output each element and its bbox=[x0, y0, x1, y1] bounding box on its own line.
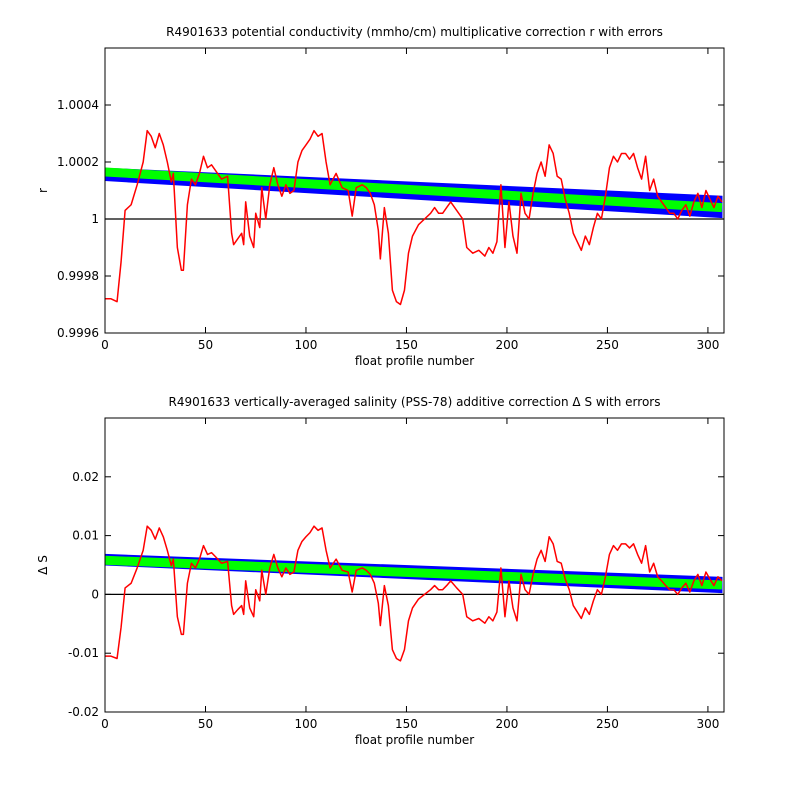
fit-line bbox=[105, 555, 723, 590]
y-tick-label: 0 bbox=[91, 587, 99, 601]
y-axis-label: Δ S bbox=[36, 555, 50, 575]
y-tick-label: 1.0002 bbox=[57, 155, 99, 169]
x-axis-label: float profile number bbox=[355, 733, 474, 747]
fit-line bbox=[105, 167, 723, 213]
x-tick-label: 250 bbox=[596, 338, 619, 352]
data-line bbox=[105, 525, 723, 662]
y-axis-label: r bbox=[36, 188, 50, 193]
y-tick-label: -0.02 bbox=[68, 705, 99, 719]
x-axis-label: float profile number bbox=[355, 354, 474, 368]
plot-area bbox=[105, 129, 724, 306]
chart-title: R4901633 potential conductivity (mmho/cm… bbox=[166, 25, 663, 39]
x-tick-label: 100 bbox=[295, 338, 318, 352]
y-tick-label: 1.0004 bbox=[57, 98, 99, 112]
data-line bbox=[105, 129, 723, 306]
y-tick-label: -0.01 bbox=[68, 646, 99, 660]
x-tick-label: 100 bbox=[295, 717, 318, 731]
axes-border bbox=[104, 417, 725, 713]
x-tick-label: 0 bbox=[101, 338, 109, 352]
axes-border bbox=[104, 47, 725, 334]
x-tick-label: 300 bbox=[696, 338, 719, 352]
chart-title: R4901633 vertically-averaged salinity (P… bbox=[169, 395, 661, 409]
x-tick-label: 200 bbox=[495, 717, 518, 731]
x-tick-label: 250 bbox=[596, 717, 619, 731]
x-tick-label: 50 bbox=[198, 717, 213, 731]
x-tick-label: 50 bbox=[198, 338, 213, 352]
y-tick-label: 0.01 bbox=[72, 529, 99, 543]
y-tick-label: 0.9998 bbox=[57, 269, 99, 283]
x-tick-label: 150 bbox=[395, 338, 418, 352]
x-tick-label: 150 bbox=[395, 717, 418, 731]
x-tick-label: 0 bbox=[101, 717, 109, 731]
y-tick-label: 1 bbox=[91, 212, 99, 226]
plot-area bbox=[105, 525, 724, 662]
x-tick-label: 200 bbox=[495, 338, 518, 352]
y-tick-label: 0.02 bbox=[72, 470, 99, 484]
y-tick-label: 0.9996 bbox=[57, 326, 99, 340]
x-tick-label: 300 bbox=[696, 717, 719, 731]
